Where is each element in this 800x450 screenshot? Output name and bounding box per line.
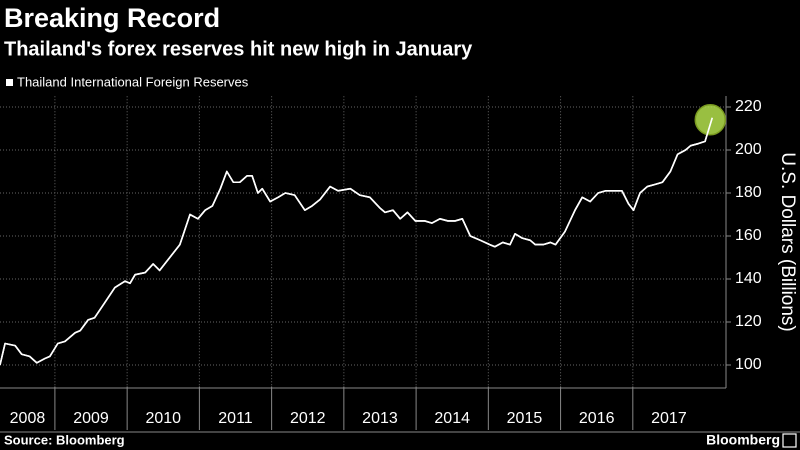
x-tick-label: 2010 xyxy=(145,410,181,427)
y-tick-label: 100 xyxy=(735,356,762,373)
brand-icon xyxy=(782,433,797,448)
data-line-top xyxy=(0,117,714,366)
legend-label: Thailand International Foreign Reserves xyxy=(17,74,249,89)
brand: Bloomberg xyxy=(706,432,780,448)
legend-swatch xyxy=(6,79,13,86)
x-tick-label: 2011 xyxy=(218,410,253,427)
y-tick-label: 200 xyxy=(735,141,762,158)
x-tick-label: 2017 xyxy=(651,410,687,427)
y-tick-label: 120 xyxy=(735,313,762,330)
y-tick-label: 140 xyxy=(735,270,762,287)
highlight-marker xyxy=(694,104,727,136)
x-tick-label: 2012 xyxy=(290,410,326,427)
y-tick-label: 220 xyxy=(735,98,762,115)
source: Source: Bloomberg xyxy=(4,432,125,447)
x-tick-label: 2009 xyxy=(73,410,109,427)
chart-title: Breaking Record xyxy=(4,3,220,33)
x-tick-label: 2008 xyxy=(10,410,46,427)
y-tick-label: 180 xyxy=(735,184,762,201)
y-axis-title: U.S. Dollars (Billions) xyxy=(777,152,798,331)
y-tick-label: 160 xyxy=(735,227,762,244)
x-tick-label: 2013 xyxy=(362,410,398,427)
x-tick-label: 2016 xyxy=(579,410,615,427)
chart-subtitle: Thailand's forex reserves hit new high i… xyxy=(4,38,473,60)
x-tick-label: 2015 xyxy=(507,410,543,427)
x-tick-label: 2014 xyxy=(434,410,470,427)
